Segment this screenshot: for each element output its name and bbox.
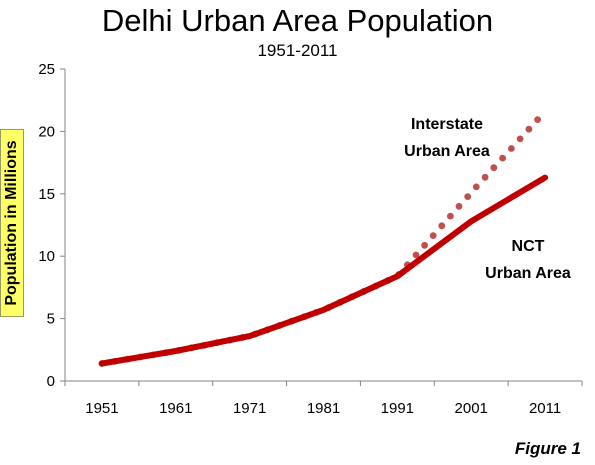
series-interstate-dot — [490, 164, 498, 172]
series-interstate-dot — [464, 193, 472, 201]
x-tick-label: 2011 — [529, 400, 561, 417]
series-interstate-dot — [508, 145, 515, 152]
series-interstate-dot — [525, 125, 533, 133]
x-tick-label: 1981 — [307, 400, 340, 417]
x-tick-label: 1961 — [159, 400, 192, 417]
y-axis-label-box: Population in Millions — [0, 129, 24, 317]
series-nct-label: Urban Area — [485, 265, 571, 282]
series-interstate-dot — [421, 241, 428, 249]
x-tick-label: 2001 — [455, 400, 488, 417]
series-nct-line — [98, 174, 549, 367]
series-interstate-dot — [516, 135, 524, 143]
series-interstate-dot — [412, 251, 420, 259]
figure-label: Figure 1 — [514, 439, 581, 458]
series-interstate-dot — [429, 232, 437, 240]
series-interstate-label: Urban Area — [404, 143, 490, 160]
y-tick-label: 15 — [38, 186, 55, 203]
series-interstate-dot — [481, 173, 489, 181]
series-interstate-dot — [534, 116, 541, 123]
series-interstate-dot — [438, 222, 446, 230]
series-interstate-dot — [472, 183, 480, 191]
series-interstate-label: Interstate — [411, 116, 483, 133]
series-interstate-dot — [447, 212, 454, 220]
chart-title: Delhi Urban Area Population — [101, 3, 494, 38]
y-tick-label: 10 — [38, 248, 55, 265]
y-tick-label: 5 — [47, 311, 55, 328]
series-nct-label: NCT — [512, 238, 545, 255]
chart-subtitle: 1951-2011 — [257, 41, 338, 60]
y-tick-label: 0 — [47, 373, 55, 390]
y-tick-label: 25 — [38, 61, 55, 78]
y-tick-label: 20 — [38, 123, 55, 140]
series-interstate-dot — [455, 202, 463, 210]
x-tick-label: 1991 — [381, 400, 414, 417]
series-interstate-dot — [499, 154, 506, 162]
x-tick-label: 1971 — [233, 400, 266, 417]
x-tick-label: 1951 — [85, 400, 118, 417]
